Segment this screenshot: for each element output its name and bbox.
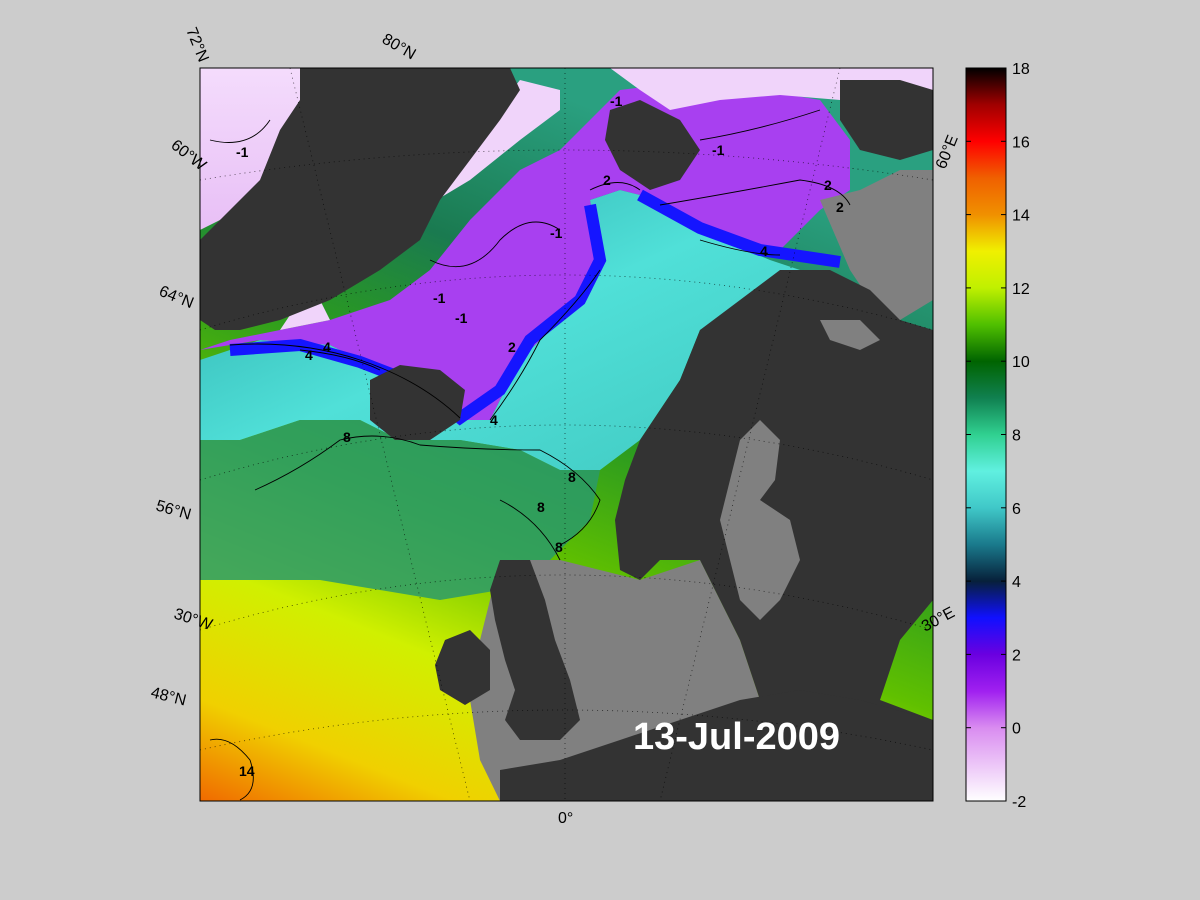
grid-label-80n: 80°N	[379, 31, 418, 64]
grid-label-60e: 60°E	[933, 133, 962, 172]
sst-contours	[209, 109, 851, 801]
colorbar: 18 16 14 12 10 8 6 4 2 0 -2	[965, 61, 1030, 811]
great-britain-land	[490, 560, 580, 740]
contour-label: 4	[760, 243, 768, 259]
colorbar-bar	[965, 67, 1007, 802]
contour-label: 2	[603, 172, 611, 188]
greenland-land	[200, 68, 520, 330]
grid-label-0: 0°	[558, 810, 573, 827]
contour-label: -1	[610, 93, 623, 109]
colorbar-tick-label: 18	[1012, 61, 1030, 78]
colorbar-tick-label: 12	[1012, 281, 1030, 298]
map-frame	[199, 67, 934, 802]
contour-label: -1	[712, 142, 725, 158]
colorbar-tick-label: 2	[1012, 647, 1021, 664]
contour-label: 2	[836, 199, 844, 215]
contour-line-2	[229, 179, 851, 419]
colorbar-tick-label: 0	[1012, 721, 1021, 738]
contour-label: 4	[305, 347, 313, 363]
contour-labels: -1 -1 -1 -1 -1 -1 2 2 2 2 4 4 4 4 8 8 8 …	[236, 93, 844, 779]
date-label: 13-Jul-2009	[633, 716, 841, 758]
contour-line-minus1	[209, 109, 821, 268]
contour-label: -1	[455, 310, 468, 326]
iceland-land	[370, 365, 465, 440]
polar-front-field	[229, 189, 841, 426]
contour-label: 4	[490, 412, 498, 428]
ireland-land	[435, 630, 490, 705]
contour-label: 2	[508, 339, 516, 355]
continental-europe-land	[500, 690, 933, 801]
colorbar-ticks: 18 16 14 12 10 8 6 4 2 0 -2	[966, 61, 1030, 811]
contour-label: -1	[550, 225, 563, 241]
colorbar-tick-label: 10	[1012, 354, 1030, 371]
contour-label: -1	[433, 290, 446, 306]
contour-label: 4	[323, 339, 331, 355]
contour-label: 8	[568, 469, 576, 485]
grid-label-72n: 72°N	[182, 25, 211, 65]
svalbard-land	[605, 100, 700, 190]
barents-shelf	[820, 170, 933, 320]
grid-label-56n: 56°N	[154, 498, 193, 524]
contour-label: 8	[343, 429, 351, 445]
norwegian-sea-sst-field	[200, 190, 800, 470]
grid-label-48n: 48°N	[149, 684, 188, 709]
franz-josef-land	[840, 80, 933, 160]
contour-line-4	[299, 239, 781, 421]
contour-label: 8	[537, 499, 545, 515]
colorbar-tick-label: -2	[1012, 794, 1026, 811]
baltic-sea-shelf	[720, 420, 800, 620]
contour-label: 8	[555, 539, 563, 555]
contour-label: -1	[236, 144, 249, 160]
mid-atlantic-sst-field	[200, 420, 600, 600]
contour-line-14	[209, 738, 254, 801]
contour-line-8	[254, 435, 601, 561]
map-panel: -1 -1 -1 -1 -1 -1 2 2 2 2 4 4 4 4 8 8 8 …	[200, 68, 933, 801]
contour-label: 14	[239, 763, 255, 779]
contour-label: 2	[824, 177, 832, 193]
colorbar-tick-label: 8	[1012, 428, 1021, 445]
white-sea-shelf	[820, 320, 880, 350]
colorbar-tick-label: 4	[1012, 574, 1021, 591]
grid-label-64n: 64°N	[157, 283, 197, 312]
graticule	[200, 68, 933, 801]
colorbar-tick-label: 16	[1012, 134, 1030, 151]
colorbar-tick-label: 6	[1012, 501, 1021, 518]
colorbar-tick-label: 14	[1012, 208, 1030, 225]
sea-ice-field	[200, 68, 300, 230]
